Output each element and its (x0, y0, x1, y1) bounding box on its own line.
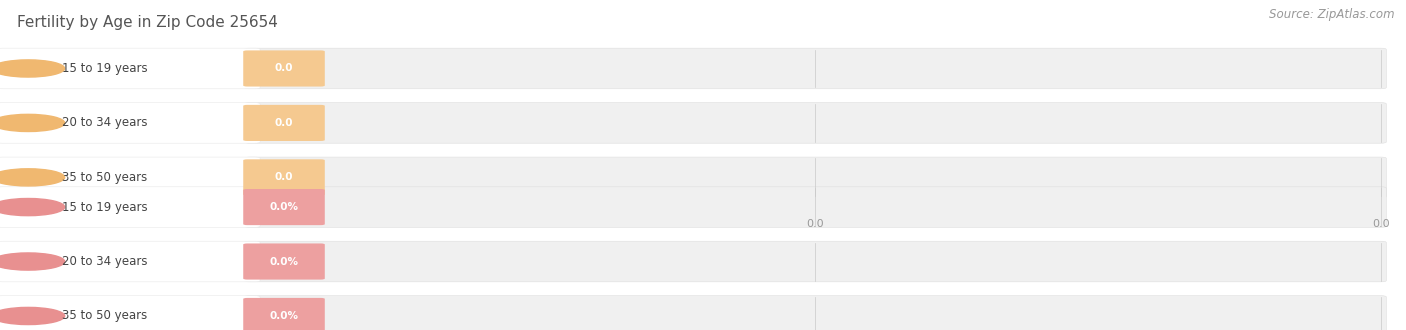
Text: 0.0%: 0.0% (270, 256, 298, 267)
Text: 20 to 34 years: 20 to 34 years (62, 255, 148, 268)
Text: 35 to 50 years: 35 to 50 years (62, 171, 148, 184)
Text: 0.0: 0.0 (807, 219, 824, 229)
FancyBboxPatch shape (243, 159, 325, 195)
Text: 0.0%: 0.0% (270, 202, 298, 212)
FancyBboxPatch shape (0, 48, 260, 89)
Text: 0.0: 0.0 (274, 118, 294, 128)
Text: 15 to 19 years: 15 to 19 years (62, 201, 148, 214)
FancyBboxPatch shape (243, 189, 325, 225)
FancyBboxPatch shape (0, 157, 260, 198)
Text: 0.0: 0.0 (274, 172, 294, 182)
FancyBboxPatch shape (245, 187, 1386, 227)
Text: 20 to 34 years: 20 to 34 years (62, 116, 148, 129)
FancyBboxPatch shape (0, 241, 260, 282)
Text: Source: ZipAtlas.com: Source: ZipAtlas.com (1270, 8, 1395, 21)
Text: 0.0: 0.0 (1372, 219, 1389, 229)
FancyBboxPatch shape (0, 296, 260, 330)
Circle shape (0, 308, 65, 325)
FancyBboxPatch shape (243, 50, 325, 86)
FancyBboxPatch shape (0, 103, 260, 143)
Circle shape (0, 115, 65, 132)
Text: Fertility by Age in Zip Code 25654: Fertility by Age in Zip Code 25654 (17, 15, 278, 30)
FancyBboxPatch shape (245, 103, 1386, 143)
Text: 0.0: 0.0 (242, 219, 259, 229)
FancyBboxPatch shape (245, 48, 1386, 89)
FancyBboxPatch shape (243, 298, 325, 330)
Circle shape (0, 169, 65, 186)
Circle shape (0, 60, 65, 77)
FancyBboxPatch shape (0, 187, 260, 227)
FancyBboxPatch shape (245, 157, 1386, 198)
FancyBboxPatch shape (243, 105, 325, 141)
FancyBboxPatch shape (243, 244, 325, 280)
Text: 0.0: 0.0 (274, 63, 294, 74)
Circle shape (0, 199, 65, 216)
FancyBboxPatch shape (245, 241, 1386, 282)
Text: 15 to 19 years: 15 to 19 years (62, 62, 148, 75)
FancyBboxPatch shape (245, 296, 1386, 330)
Text: 35 to 50 years: 35 to 50 years (62, 310, 148, 322)
Text: 0.0%: 0.0% (270, 311, 298, 321)
Circle shape (0, 253, 65, 270)
